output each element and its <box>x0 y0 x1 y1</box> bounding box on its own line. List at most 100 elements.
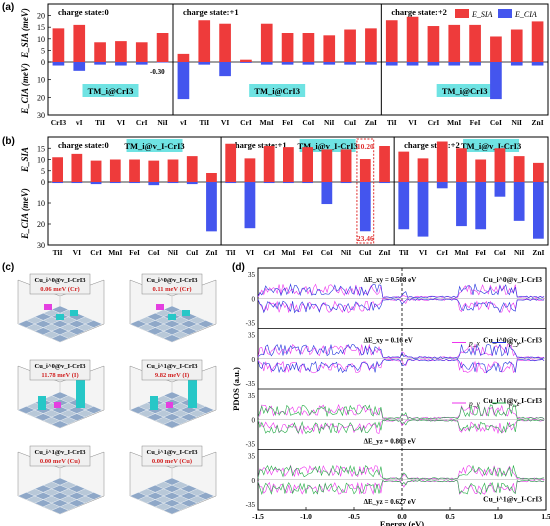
delta-label: ΔE_yz = 0.627 eV <box>364 498 416 506</box>
cia-bar <box>71 182 83 184</box>
sia-bar <box>71 153 83 182</box>
mae-bar <box>182 310 190 316</box>
cia-bar <box>186 182 198 185</box>
legend-label: p_z <box>508 399 520 408</box>
y-tick-label: 15 <box>37 23 45 32</box>
x-tick-label: TiI <box>199 118 209 127</box>
x-tick-label: CoI <box>148 248 160 257</box>
material-label-bg <box>436 84 493 97</box>
grid-floor <box>129 477 215 515</box>
sia-bar <box>219 23 231 62</box>
pdos-curve-down <box>257 298 545 314</box>
y-tick-label: -35 <box>246 501 256 509</box>
mae-card: Cu_i^0@v_I-CrI3 0.06 meV (Cr) <box>8 270 112 348</box>
panel-d-label: (d) <box>232 262 245 273</box>
mae-bar <box>168 314 176 320</box>
mae-bar <box>70 310 78 316</box>
grid-floor <box>17 305 103 343</box>
x-tick-label: vI <box>180 118 187 127</box>
card-value: 0.06 meV (Cr) <box>40 286 79 293</box>
x-tick-label: FeI <box>475 248 486 257</box>
panel-c-label: (c) <box>2 262 15 273</box>
y-tick-label: 20 <box>37 220 45 229</box>
cia-bar <box>52 182 63 184</box>
x-tick-label: CoI <box>302 118 314 127</box>
cia-bar <box>533 182 544 239</box>
cia-bar <box>323 62 336 65</box>
cia-bar <box>385 62 398 66</box>
card-label-box <box>141 273 203 295</box>
card-value: 11.78 meV (I) <box>41 372 78 379</box>
x-tick-label: FeI <box>282 118 293 127</box>
sia-bar <box>167 159 179 182</box>
highlight-sia-label: 10.20 <box>357 142 374 151</box>
cia-bar <box>115 62 127 66</box>
x-tick-label: NiI <box>512 118 523 127</box>
material-label: TM_i@v_I-CrI3 <box>124 141 184 151</box>
legend-label: p_y <box>468 399 481 408</box>
cia-bar <box>167 182 179 184</box>
sia-bar <box>302 33 315 62</box>
x-tick-label: TiI <box>53 248 63 257</box>
material-label-bg <box>82 84 139 97</box>
sia-bar <box>240 59 252 62</box>
y-tick-label: 10 <box>37 156 45 165</box>
cia-bar <box>510 62 523 66</box>
y-tick-label: 35 <box>248 392 256 400</box>
grid-cell <box>51 334 69 343</box>
x-tick-label: -1.5 <box>252 512 264 521</box>
y-tick-label: 5 <box>41 46 45 55</box>
card-title: Cu_i^1@v_I-CrI3 <box>147 449 199 456</box>
card-label-box <box>29 273 91 295</box>
sia-bar <box>417 158 429 182</box>
cia-bar <box>198 62 211 65</box>
y-tick-label: 0 <box>252 295 256 303</box>
cia-bar <box>177 62 190 100</box>
mae-card-plot: Cu_i^1@v_I-CrI3 0.00 meV (Cu) <box>17 445 105 515</box>
sia-bar <box>73 24 86 63</box>
card-label-box <box>141 445 203 467</box>
y-tick-label: 0 <box>41 58 45 67</box>
section-title: charge state:+2 <box>391 7 447 17</box>
cia-bar <box>206 182 217 232</box>
x-tick-label: VI <box>408 118 416 127</box>
y-axis-label-top: E_SIA <box>20 147 30 173</box>
sia-bar <box>177 53 190 62</box>
x-tick-label: CoI <box>490 118 502 127</box>
cia-bar <box>52 62 65 66</box>
cia-bar <box>225 182 237 184</box>
sia-bar <box>94 42 106 62</box>
y-tick-label: 10 <box>37 199 45 208</box>
cia-bar <box>260 62 273 65</box>
x-tick-label: CuI <box>344 118 357 127</box>
x-tick-label: 1.0 <box>493 512 503 521</box>
panel-a-label: (a) <box>2 2 15 13</box>
panel-c-grid: Cu_i^0@v_I-CrI3 0.06 meV (Cr) Cu_i^0@v_I-C… <box>0 270 230 526</box>
sia-bar <box>52 157 63 182</box>
x-tick-label: ZnI <box>378 248 390 257</box>
sia-bar <box>263 146 275 182</box>
y-tick-label: 35 <box>248 453 256 461</box>
x-tick-label: NiI <box>514 248 525 257</box>
x-tick-label: VI <box>117 118 125 127</box>
mae-bar <box>38 396 46 410</box>
sia-bar <box>510 29 523 62</box>
x-tick-label: FeI <box>129 248 140 257</box>
sia-bar <box>244 158 256 182</box>
annotation-label: -0.30 <box>150 68 165 76</box>
sia-bar <box>321 149 333 182</box>
y-tick-label: -35 <box>246 320 256 328</box>
x-tick-label: CrI <box>240 118 252 127</box>
highlight-cia-label: 23.46 <box>357 234 374 243</box>
cia-bar <box>129 182 140 184</box>
pdos-curve-down <box>257 358 545 374</box>
grid-floor <box>129 305 215 343</box>
pdos-curve-down <box>257 479 545 495</box>
sia-bar <box>281 33 294 62</box>
legend-label: p_y <box>508 339 521 348</box>
sia-bar <box>365 28 377 62</box>
legend-sia-label: E_SIA <box>471 10 493 19</box>
cia-bar <box>263 182 275 184</box>
y-tick-label: 20 <box>37 12 45 21</box>
